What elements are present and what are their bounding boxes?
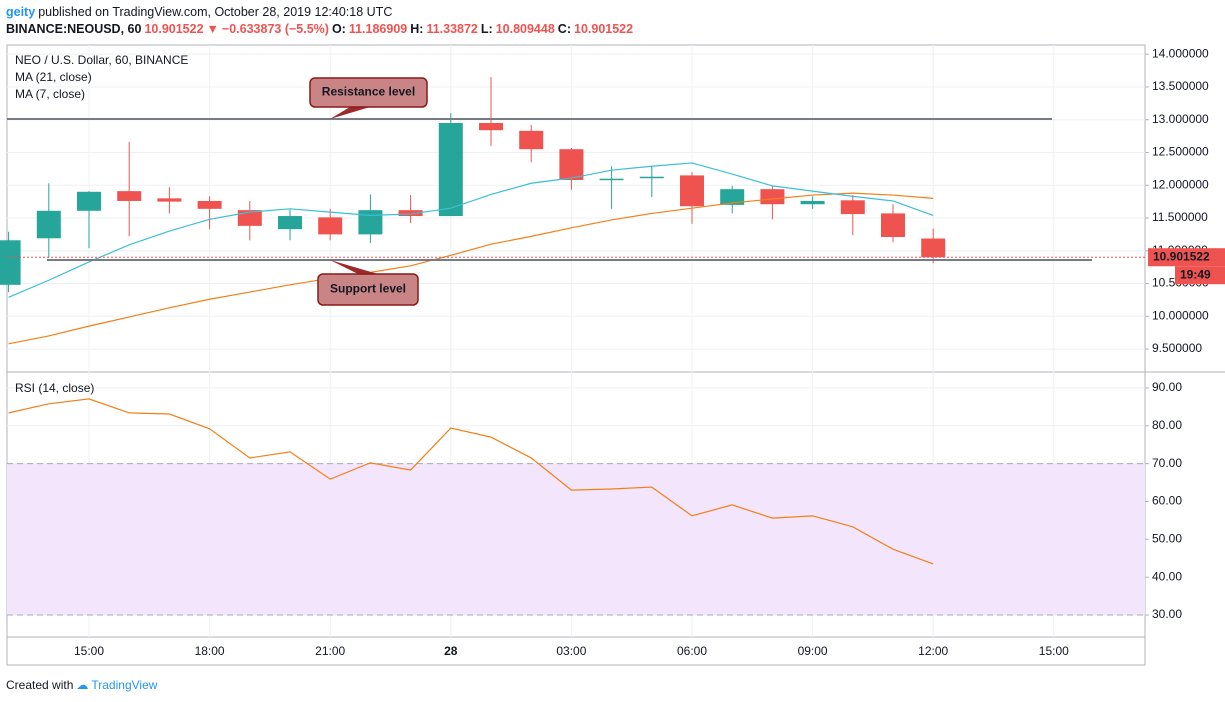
- annotation-box: [309, 77, 428, 108]
- rsi-line: [8, 398, 934, 565]
- o-label: O:: [331, 22, 346, 36]
- published: published on TradingView.com, October 28…: [38, 5, 393, 19]
- pane-title: NEO / U.S. Dollar, 60, BINANCE: [15, 53, 188, 67]
- y-tick-label: 9.500000: [1152, 341, 1202, 355]
- candle-body: [36, 210, 61, 239]
- candle-body: [438, 122, 463, 217]
- x-tick-label: 12:00: [918, 644, 948, 658]
- c-value: 10.901522: [574, 22, 634, 36]
- footer: Created with ☁ TradingView: [6, 678, 160, 692]
- candle-body: [479, 122, 503, 131]
- candle-body: [881, 213, 905, 238]
- candle-body: [720, 189, 745, 205]
- candle-body: [117, 191, 142, 201]
- last-price: 10.901522: [144, 22, 204, 36]
- annotation-box: [317, 273, 419, 306]
- down-arrow: ▼: [206, 22, 219, 36]
- change: −0.633873 (−5.5%): [221, 22, 329, 36]
- candle-body: [237, 210, 262, 226]
- y-tick-label: 11.500000: [1152, 210, 1208, 224]
- author[interactable]: geity: [6, 5, 36, 19]
- brand[interactable]: TradingView: [91, 678, 158, 692]
- last-price-tag: [1148, 248, 1225, 267]
- candle-body: [519, 130, 544, 150]
- ma-line: [8, 192, 934, 345]
- symbol-line: BINANCE:NEOUSD, 60 10.901522 ▼ −0.633873 (−…: [6, 22, 636, 36]
- pane-title: RSI (14, close): [15, 381, 94, 395]
- countdown-label: 19:49: [1180, 267, 1211, 281]
- candle-body: [599, 178, 624, 181]
- l-label: L:: [480, 22, 493, 36]
- last-price-label: 10.901522: [1153, 249, 1210, 263]
- candle-body: [760, 189, 785, 205]
- x-tick-label: 15:00: [1039, 644, 1069, 658]
- candle-body: [800, 200, 825, 205]
- candle-body: [278, 216, 302, 230]
- y-tick-label: 80.00: [1152, 418, 1182, 432]
- candle-body: [639, 176, 664, 179]
- candle-body: [559, 149, 584, 180]
- candle-body: [921, 238, 946, 258]
- level-pointer: [330, 107, 370, 120]
- y-tick-label: 50.00: [1152, 532, 1182, 546]
- frame: [6, 44, 1146, 666]
- y-tick-label: 12.000000: [1152, 177, 1209, 191]
- candle-body: [318, 217, 343, 235]
- y-tick-label: 13.000000: [1152, 112, 1209, 126]
- y-tick-label: 14.000000: [1152, 46, 1209, 60]
- rsi-band: [7, 463, 1145, 616]
- candle-body: [398, 210, 423, 217]
- x-tick-label: 09:00: [798, 644, 828, 658]
- y-tick-label: 13.500000: [1152, 79, 1209, 93]
- annotation-label: Resistance level: [322, 85, 415, 99]
- brand-icon: ☁: [76, 678, 89, 692]
- x-tick-label: 06:00: [677, 644, 707, 658]
- created: Created with: [6, 678, 74, 692]
- o-value: 11.186909: [348, 22, 408, 36]
- l-value: 10.809448: [495, 22, 555, 36]
- ma-line: [8, 162, 934, 298]
- symbol: BINANCE:NEOUSD, 60: [6, 22, 142, 36]
- y-tick-label: 10.000000: [1152, 308, 1209, 322]
- c-label: C:: [557, 22, 571, 36]
- x-tick-label: 15:00: [74, 644, 104, 658]
- x-tick-label: 03:00: [556, 644, 586, 658]
- y-tick-label: 60.00: [1152, 494, 1182, 508]
- candle-body: [0, 240, 21, 285]
- h-value: 11.33872: [426, 22, 478, 36]
- candle-body: [197, 200, 222, 209]
- x-tick-label: 28: [444, 644, 458, 658]
- y-tick-label: 90.00: [1152, 380, 1182, 394]
- y-tick-label: 70.00: [1152, 456, 1182, 470]
- candle-body: [358, 210, 383, 235]
- countdown-tag: [1175, 266, 1225, 285]
- legend-entry: MA (7, close): [15, 87, 85, 101]
- y-tick-label: 12.500000: [1152, 145, 1209, 159]
- candle-body: [157, 198, 182, 202]
- y-tick-label: 40.00: [1152, 569, 1182, 583]
- publish-line: geity published on TradingView.com, Octob…: [6, 5, 395, 19]
- legend-entry: MA (21, close): [15, 70, 92, 84]
- annotation-label: Support level: [330, 282, 406, 296]
- x-tick-label: 21:00: [315, 644, 345, 658]
- x-tick-label: 18:00: [195, 644, 225, 658]
- y-tick-label: 30.00: [1152, 607, 1182, 621]
- candle-body: [77, 191, 101, 211]
- level-pointer: [330, 259, 378, 274]
- h-label: H:: [410, 22, 424, 36]
- candle-body: [680, 175, 704, 207]
- candle-body: [840, 200, 865, 215]
